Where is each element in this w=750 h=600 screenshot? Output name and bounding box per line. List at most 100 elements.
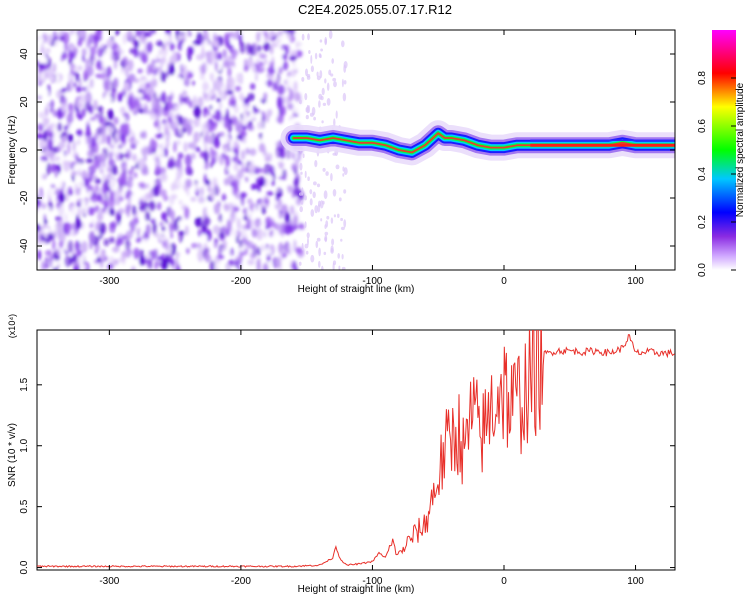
noise-blob	[55, 73, 60, 85]
noise-blob	[195, 146, 201, 152]
noise-blob	[220, 86, 225, 97]
faint-blob	[301, 242, 304, 251]
noise-blob	[177, 152, 184, 160]
noise-blob	[170, 35, 176, 43]
noise-blob	[113, 259, 119, 266]
noise-blob	[88, 176, 93, 183]
noise-blob	[37, 30, 40, 41]
noise-blob	[202, 82, 210, 91]
noise-blob	[270, 134, 275, 145]
noise-blob	[75, 135, 80, 144]
noise-blob	[37, 203, 41, 208]
faint-blob	[307, 33, 310, 41]
noise-blob	[201, 234, 208, 242]
noise-blob	[75, 72, 80, 82]
noise-blob	[96, 127, 104, 135]
noise-blob	[268, 31, 272, 40]
noise-blob	[81, 169, 87, 178]
noise-blob	[115, 44, 121, 57]
noise-blob	[178, 125, 183, 136]
noise-blob	[259, 168, 266, 174]
noise-blob	[80, 240, 88, 254]
noise-blob	[76, 201, 82, 208]
noise-blob	[239, 62, 243, 69]
noise-blob	[274, 64, 279, 70]
noise-blob	[138, 182, 146, 189]
faint-blob	[305, 68, 308, 77]
noise-blob	[117, 208, 125, 214]
noise-blob	[164, 147, 168, 158]
noise-blob	[193, 105, 201, 118]
noise-blob	[246, 136, 254, 149]
noise-blob	[138, 157, 146, 169]
noise-blob	[38, 81, 42, 87]
noise-blob	[90, 120, 96, 127]
noise-blob	[227, 40, 231, 50]
noise-blob	[177, 115, 184, 126]
noise-blob	[217, 52, 222, 61]
noise-blob	[42, 227, 51, 234]
faint-blob	[306, 73, 311, 78]
faint-blob	[313, 181, 317, 186]
snr-x-tick-label: -200	[231, 576, 251, 587]
noise-blob	[156, 79, 162, 88]
noise-blob	[71, 170, 78, 176]
noise-blob	[277, 212, 282, 220]
noise-blob	[226, 221, 232, 233]
noise-blob	[155, 133, 163, 139]
noise-blob	[43, 213, 47, 222]
noise-blob	[120, 133, 125, 143]
noise-blob	[93, 99, 98, 111]
noise-blob	[93, 77, 98, 90]
noise-blob	[65, 222, 72, 233]
noise-blob	[161, 136, 167, 150]
noise-blob	[269, 221, 277, 228]
noise-blob	[115, 133, 119, 140]
noise-blob	[170, 62, 175, 76]
noise-blob	[250, 244, 257, 250]
noise-blob	[248, 171, 256, 181]
faint-blob	[342, 166, 345, 172]
noise-blob	[291, 30, 296, 35]
faint-blob	[341, 78, 344, 88]
noise-blob	[94, 178, 102, 184]
noise-blob	[148, 163, 152, 172]
noise-blob	[248, 148, 257, 156]
noise-blob	[191, 242, 198, 249]
faint-blob	[302, 153, 305, 159]
noise-blob	[139, 131, 147, 140]
noise-blob	[79, 236, 83, 245]
noise-blob	[52, 125, 57, 134]
noise-blob	[67, 142, 71, 155]
faint-blob	[310, 254, 315, 263]
noise-blob	[256, 64, 264, 74]
noise-blob	[93, 205, 100, 213]
noise-blob	[72, 253, 77, 263]
noise-blob	[247, 124, 255, 132]
noise-blob	[255, 190, 258, 197]
noise-blob	[134, 30, 139, 37]
noise-blob	[252, 108, 260, 114]
noise-blob	[184, 154, 192, 167]
noise-blob	[278, 175, 286, 181]
noise-blob	[94, 141, 99, 154]
faint-blob	[323, 190, 328, 200]
faint-blob	[325, 171, 329, 176]
faint-blob	[304, 221, 307, 228]
noise-blob	[163, 195, 169, 202]
noise-blob	[228, 99, 233, 107]
noise-blob	[297, 229, 302, 238]
noise-blob	[184, 225, 189, 236]
noise-blob	[61, 51, 68, 61]
colorbar-tick-label: 0.8	[697, 71, 708, 85]
noise-blob	[266, 191, 274, 196]
noise-blob	[184, 178, 192, 188]
noise-blob	[179, 218, 184, 227]
noise-blob	[57, 163, 61, 175]
noise-blob	[57, 107, 63, 121]
noise-blob	[41, 240, 48, 248]
noise-blob	[65, 253, 70, 266]
noise-blob	[232, 137, 239, 149]
noise-blob	[144, 193, 151, 201]
noise-blob	[235, 124, 242, 133]
